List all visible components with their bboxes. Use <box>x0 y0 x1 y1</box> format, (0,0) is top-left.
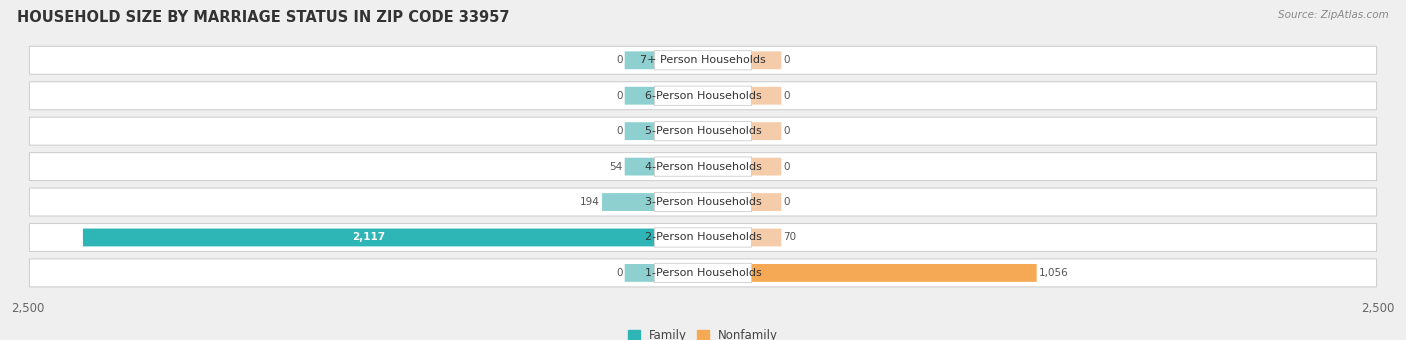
FancyBboxPatch shape <box>654 192 752 212</box>
FancyBboxPatch shape <box>654 263 752 283</box>
Text: 1-Person Households: 1-Person Households <box>644 268 762 278</box>
FancyBboxPatch shape <box>30 259 1376 287</box>
FancyBboxPatch shape <box>83 228 654 246</box>
FancyBboxPatch shape <box>752 87 782 105</box>
Text: 0: 0 <box>616 268 623 278</box>
FancyBboxPatch shape <box>624 264 654 282</box>
Text: 0: 0 <box>616 126 623 136</box>
Text: 4-Person Households: 4-Person Households <box>644 162 762 172</box>
FancyBboxPatch shape <box>654 228 752 247</box>
FancyBboxPatch shape <box>752 193 782 211</box>
FancyBboxPatch shape <box>752 122 782 140</box>
FancyBboxPatch shape <box>654 121 752 141</box>
FancyBboxPatch shape <box>30 117 1376 145</box>
Text: 2-Person Households: 2-Person Households <box>644 233 762 242</box>
FancyBboxPatch shape <box>752 51 782 69</box>
FancyBboxPatch shape <box>654 86 752 105</box>
Text: 3-Person Households: 3-Person Households <box>644 197 762 207</box>
FancyBboxPatch shape <box>30 188 1376 216</box>
FancyBboxPatch shape <box>624 87 654 105</box>
Text: 0: 0 <box>616 91 623 101</box>
Legend: Family, Nonfamily: Family, Nonfamily <box>628 329 778 340</box>
Text: 0: 0 <box>783 162 790 172</box>
Text: 54: 54 <box>609 162 623 172</box>
FancyBboxPatch shape <box>752 158 782 175</box>
FancyBboxPatch shape <box>624 51 654 69</box>
FancyBboxPatch shape <box>30 223 1376 252</box>
Text: 0: 0 <box>783 126 790 136</box>
Text: Source: ZipAtlas.com: Source: ZipAtlas.com <box>1278 10 1389 20</box>
FancyBboxPatch shape <box>752 228 782 246</box>
Text: 0: 0 <box>783 197 790 207</box>
FancyBboxPatch shape <box>602 193 654 211</box>
Text: 70: 70 <box>783 233 797 242</box>
Text: 0: 0 <box>616 55 623 65</box>
FancyBboxPatch shape <box>752 264 1036 282</box>
Text: 0: 0 <box>783 55 790 65</box>
Text: 7+ Person Households: 7+ Person Households <box>640 55 766 65</box>
Text: 2,117: 2,117 <box>352 233 385 242</box>
Text: 5-Person Households: 5-Person Households <box>644 126 762 136</box>
Text: HOUSEHOLD SIZE BY MARRIAGE STATUS IN ZIP CODE 33957: HOUSEHOLD SIZE BY MARRIAGE STATUS IN ZIP… <box>17 10 509 25</box>
FancyBboxPatch shape <box>654 157 752 176</box>
Text: 0: 0 <box>783 91 790 101</box>
Text: 194: 194 <box>581 197 600 207</box>
FancyBboxPatch shape <box>30 153 1376 181</box>
FancyBboxPatch shape <box>654 51 752 70</box>
Text: 1,056: 1,056 <box>1039 268 1069 278</box>
Text: 6-Person Households: 6-Person Households <box>644 91 762 101</box>
FancyBboxPatch shape <box>30 46 1376 74</box>
FancyBboxPatch shape <box>624 122 654 140</box>
FancyBboxPatch shape <box>30 82 1376 110</box>
FancyBboxPatch shape <box>624 158 654 175</box>
